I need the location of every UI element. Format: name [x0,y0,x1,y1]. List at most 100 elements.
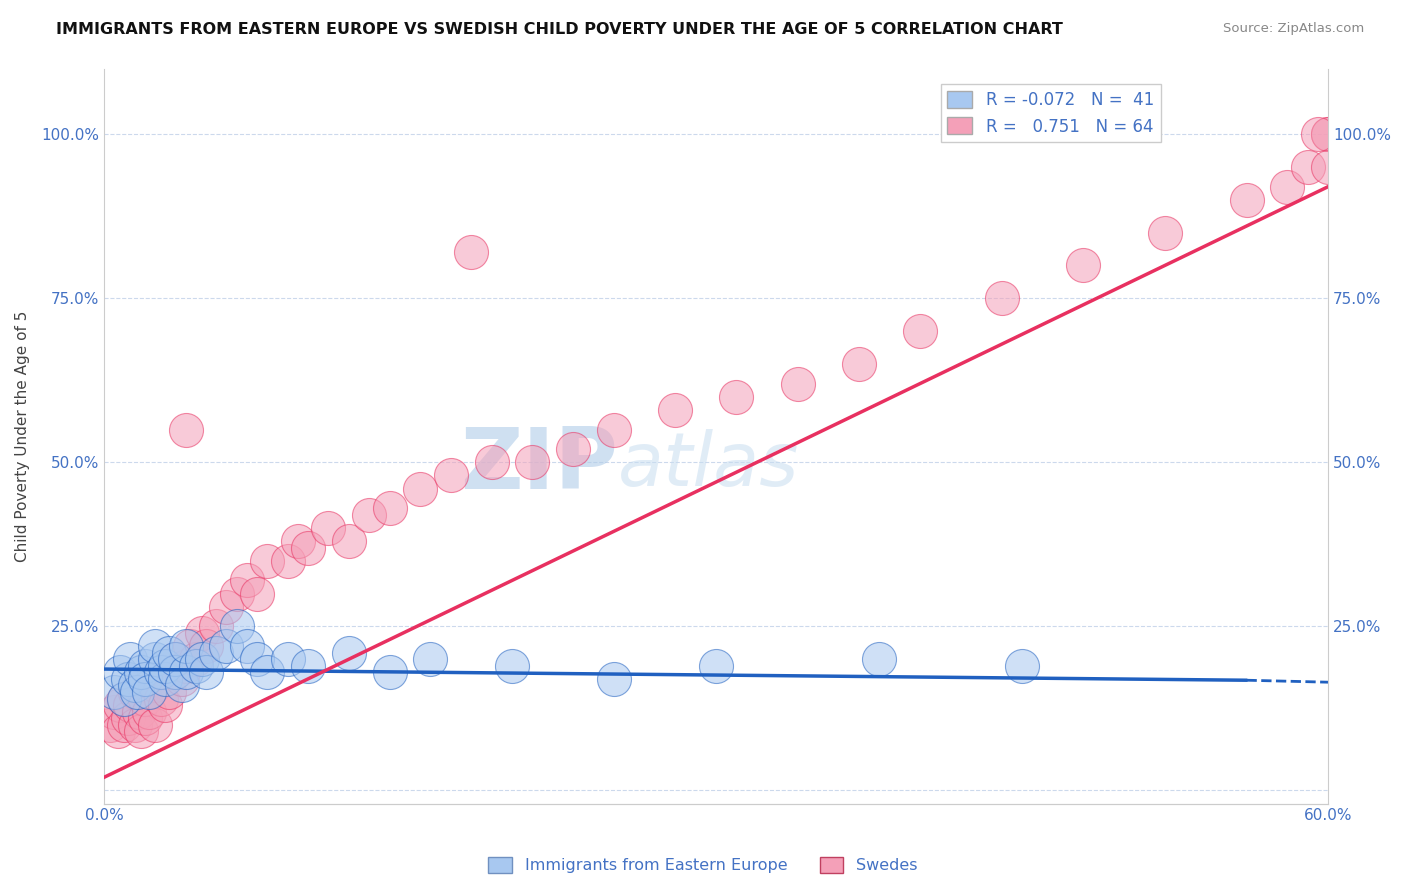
Point [481,455,503,469]
Point [378,665,401,680]
Point [174,658,197,673]
Point [112,691,135,706]
Point [157,646,180,660]
Point [1306,127,1329,141]
Point [120,698,142,713]
Point [128,705,150,719]
Point [103,685,125,699]
Point [170,672,193,686]
Point [110,665,132,680]
Point [125,685,148,699]
Text: ZIP: ZIP [460,424,619,507]
Point [153,658,176,673]
Point [112,718,135,732]
Point [191,652,214,666]
Point [359,508,381,522]
Point [277,652,299,666]
Point [1011,658,1033,673]
Point [124,678,146,692]
Point [174,423,197,437]
Point [153,672,176,686]
Point [603,672,626,686]
Point [725,390,748,404]
Point [215,599,238,614]
Point [215,639,238,653]
Point [205,646,228,660]
Point [165,665,187,680]
Point [1317,127,1340,141]
Point [225,619,247,633]
Point [256,554,278,568]
Point [337,534,360,549]
Point [337,646,360,660]
Point [107,724,129,739]
Point [184,658,207,673]
Point [440,468,463,483]
Point [157,685,180,699]
Point [419,652,441,666]
Point [195,665,218,680]
Point [908,324,931,338]
Text: Source: ZipAtlas.com: Source: ZipAtlas.com [1223,22,1364,36]
Point [165,652,187,666]
Point [110,698,132,713]
Point [103,705,125,719]
Point [129,665,152,680]
Point [124,718,146,732]
Point [174,639,197,653]
Point [246,652,269,666]
Point [191,626,214,640]
Point [225,586,247,600]
Point [179,639,201,653]
Point [120,652,142,666]
Legend: R = -0.072   N =  41, R =   0.751   N = 64: R = -0.072 N = 41, R = 0.751 N = 64 [941,84,1161,142]
Point [98,718,121,732]
Point [1154,226,1177,240]
Point [704,658,727,673]
Point [129,724,152,739]
Point [134,672,156,686]
Text: atlas: atlas [619,429,800,501]
Point [134,658,156,673]
Point [297,658,319,673]
Point [138,705,160,719]
Point [124,685,146,699]
Point [1317,127,1340,141]
Point [184,652,207,666]
Point [195,639,218,653]
Point [246,586,269,600]
Point [153,698,176,713]
Point [256,665,278,680]
Point [165,665,187,680]
Point [318,521,340,535]
Point [460,245,482,260]
Point [409,482,432,496]
Point [150,691,173,706]
Point [134,691,156,706]
Point [205,619,228,633]
Point [562,442,585,457]
Point [1296,160,1319,174]
Point [117,711,139,725]
Point [165,652,187,666]
Point [664,402,686,417]
Point [143,678,166,692]
Point [1277,179,1299,194]
Point [236,574,259,588]
Point [138,685,160,699]
Point [117,672,139,686]
Point [287,534,309,549]
Point [112,691,135,706]
Point [522,455,544,469]
Point [143,718,166,732]
Point [143,652,166,666]
Point [236,639,259,653]
Text: IMMIGRANTS FROM EASTERN EUROPE VS SWEDISH CHILD POVERTY UNDER THE AGE OF 5 CORRE: IMMIGRANTS FROM EASTERN EUROPE VS SWEDIS… [56,22,1063,37]
Point [1317,160,1340,174]
Point [786,376,808,391]
Point [1071,259,1094,273]
Point [174,665,197,680]
Point [143,639,166,653]
Point [170,678,193,692]
Legend: Immigrants from Eastern Europe, Swedes: Immigrants from Eastern Europe, Swedes [482,850,924,880]
